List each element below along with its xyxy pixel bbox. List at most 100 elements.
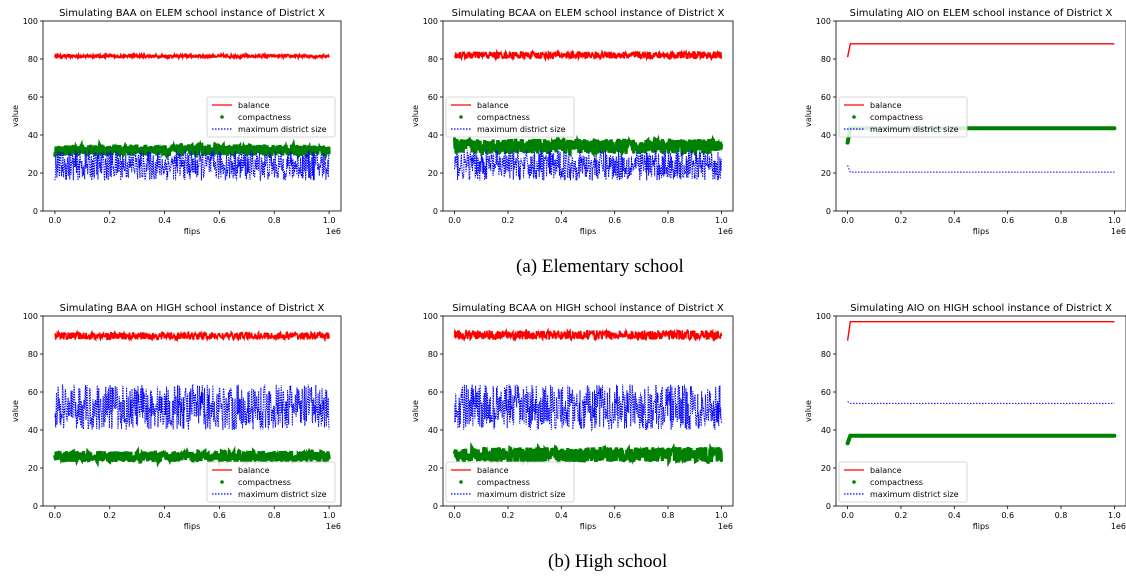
series-compactness bbox=[453, 133, 723, 159]
chart-5: Simulating BCAA on HIGH school instance … bbox=[411, 303, 734, 531]
legend-box bbox=[838, 96, 968, 138]
legend-label: balance bbox=[870, 101, 902, 110]
legend-box bbox=[445, 96, 575, 138]
y-tick-label: 20 bbox=[428, 464, 438, 473]
legend-marker-compactness bbox=[220, 480, 224, 484]
x-tick-label: 0.6 bbox=[213, 511, 226, 520]
legend-label: balance bbox=[477, 466, 509, 475]
y-tick-label: 40 bbox=[428, 426, 438, 435]
y-tick-label: 60 bbox=[28, 93, 38, 102]
legend-label: balance bbox=[238, 466, 270, 475]
y-tick-label: 100 bbox=[23, 17, 38, 26]
y-tick-label: 20 bbox=[28, 169, 38, 178]
x-tick-label: 0.4 bbox=[555, 511, 568, 520]
y-tick-label: 0 bbox=[826, 502, 831, 511]
legend: balance compactness maximum district size bbox=[445, 96, 575, 138]
y-tick-label: 40 bbox=[821, 426, 831, 435]
legend: balance compactness maximum district size bbox=[838, 461, 968, 503]
y-tick-label: 80 bbox=[821, 55, 831, 64]
y-tick-label: 100 bbox=[23, 312, 38, 321]
x-axis-label: flips bbox=[184, 522, 201, 531]
legend-marker-compactness bbox=[459, 115, 463, 119]
y-tick-label: 0 bbox=[433, 502, 438, 511]
y-tick-label: 100 bbox=[423, 312, 438, 321]
y-tick-label: 60 bbox=[428, 388, 438, 397]
legend-label: maximum district size bbox=[238, 125, 327, 134]
x-tick-label: 1.0 bbox=[715, 511, 728, 520]
x-axis-label: flips bbox=[973, 227, 990, 236]
legend: balance compactness maximum district size bbox=[838, 96, 968, 138]
legend-marker-compactness bbox=[852, 115, 856, 119]
chart-title: Simulating BCAA on ELEM school instance … bbox=[452, 8, 725, 19]
x-tick-label: 0.0 bbox=[49, 216, 62, 225]
chart-4: Simulating BAA on HIGH school instance o… bbox=[11, 303, 342, 531]
x-tick-label: 0.8 bbox=[662, 216, 675, 225]
x-tick-label: 0.2 bbox=[103, 216, 116, 225]
y-axis-label: value bbox=[411, 105, 420, 127]
series-compactness bbox=[845, 433, 1117, 446]
y-tick-label: 100 bbox=[816, 312, 831, 321]
series-compactness bbox=[453, 441, 723, 468]
series-max-district-size bbox=[54, 384, 330, 430]
x-multiplier: 1e6 bbox=[326, 227, 341, 236]
x-tick-label: 0.4 bbox=[158, 216, 171, 225]
y-tick-label: 20 bbox=[428, 169, 438, 178]
caption-elementary: (a) Elementary school bbox=[516, 256, 684, 277]
x-tick-label: 0.4 bbox=[948, 216, 961, 225]
x-axis-label: flips bbox=[580, 522, 597, 531]
legend-box bbox=[206, 96, 336, 138]
series-balance bbox=[54, 329, 330, 343]
series-balance bbox=[454, 48, 723, 62]
x-tick-label: 0.8 bbox=[268, 216, 281, 225]
y-tick-label: 0 bbox=[33, 207, 38, 216]
y-axis-label: value bbox=[411, 400, 420, 422]
legend-label: compactness bbox=[870, 113, 923, 122]
legend-label: maximum district size bbox=[870, 490, 959, 499]
series-compactness bbox=[53, 138, 331, 161]
x-tick-label: 0.0 bbox=[841, 511, 854, 520]
x-tick-label: 1.0 bbox=[1108, 216, 1121, 225]
caption-high: (b) High school bbox=[548, 551, 668, 572]
chart-title: Simulating BAA on HIGH school instance o… bbox=[60, 303, 325, 314]
series-max-district-size bbox=[454, 150, 722, 181]
x-tick-label: 0.4 bbox=[158, 511, 171, 520]
legend-marker-compactness bbox=[459, 480, 463, 484]
y-tick-label: 60 bbox=[428, 93, 438, 102]
y-tick-label: 80 bbox=[428, 350, 438, 359]
chart-3: Simulating AIO on ELEM school instance o… bbox=[804, 8, 1126, 236]
chart-title: Simulating AIO on ELEM school instance o… bbox=[850, 8, 1113, 19]
x-tick-label: 0.8 bbox=[662, 511, 675, 520]
x-tick-label: 1.0 bbox=[715, 216, 728, 225]
x-tick-label: 0.0 bbox=[841, 216, 854, 225]
y-axis-label: value bbox=[11, 400, 20, 422]
y-tick-label: 40 bbox=[821, 131, 831, 140]
series-compactness bbox=[53, 445, 331, 469]
y-tick-label: 40 bbox=[28, 131, 38, 140]
x-tick-label: 0.6 bbox=[608, 511, 621, 520]
axes-frame bbox=[442, 315, 734, 507]
y-tick-label: 0 bbox=[826, 207, 831, 216]
x-tick-label: 0.0 bbox=[448, 216, 461, 225]
x-axis-label: flips bbox=[184, 227, 201, 236]
y-tick-label: 60 bbox=[28, 388, 38, 397]
x-tick-label: 0.2 bbox=[895, 511, 908, 520]
x-multiplier: 1e6 bbox=[718, 522, 733, 531]
x-tick-label: 0.2 bbox=[502, 511, 515, 520]
x-axis-label: flips bbox=[973, 522, 990, 531]
x-tick-label: 0.4 bbox=[555, 216, 568, 225]
legend-label: balance bbox=[870, 466, 902, 475]
y-tick-label: 80 bbox=[428, 55, 438, 64]
legend-label: compactness bbox=[238, 478, 291, 487]
legend-marker-compactness bbox=[852, 480, 856, 484]
x-tick-label: 0.6 bbox=[1001, 511, 1014, 520]
chart-title: Simulating BCAA on HIGH school instance … bbox=[452, 303, 724, 314]
axes-frame bbox=[442, 20, 734, 212]
legend-box bbox=[206, 461, 336, 503]
x-tick-label: 0.6 bbox=[1001, 216, 1014, 225]
series-max-district-size bbox=[847, 401, 1115, 404]
legend-box bbox=[838, 461, 968, 503]
chart-2: Simulating BCAA on ELEM school instance … bbox=[411, 8, 734, 236]
x-tick-label: 0.8 bbox=[1055, 511, 1068, 520]
legend-marker-compactness bbox=[220, 115, 224, 119]
